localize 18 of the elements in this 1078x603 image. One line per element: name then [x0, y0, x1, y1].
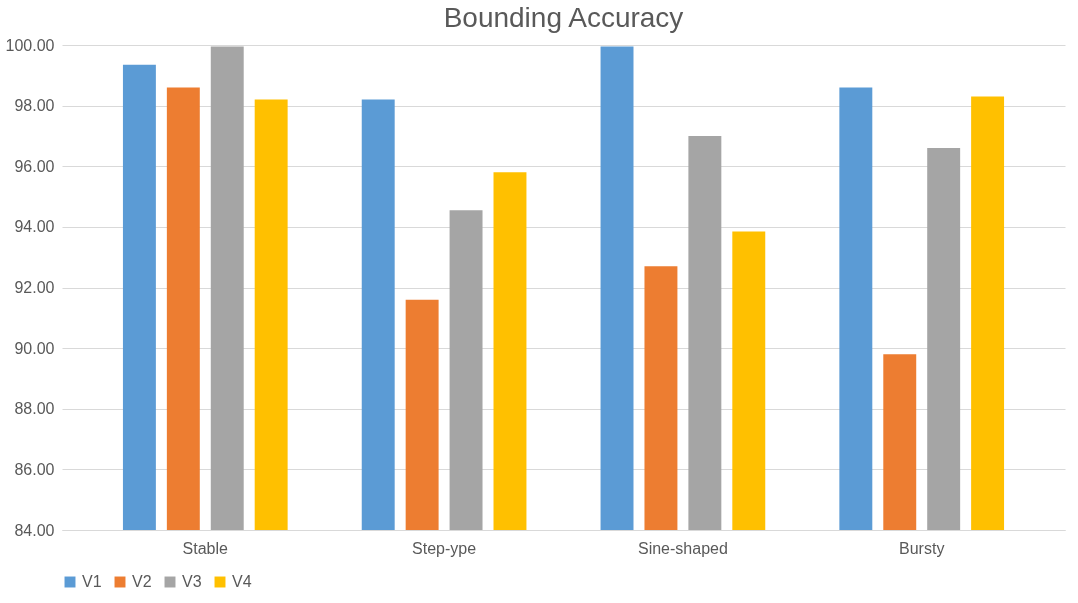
- y-tick-label: 98.00: [14, 97, 55, 115]
- y-tick-label: 88.00: [14, 400, 55, 418]
- legend-label: V2: [132, 573, 152, 590]
- legend-label: V3: [182, 573, 202, 590]
- y-tick-label: 86.00: [14, 460, 55, 478]
- y-tick-label: 92.00: [14, 279, 55, 296]
- y-tick-label: 90.00: [14, 339, 55, 357]
- x-tick-label: Bursty: [899, 539, 945, 557]
- chart-title: Bounding Accuracy: [443, 2, 684, 33]
- y-tick-label: 84.00: [14, 521, 55, 539]
- y-tick-label: 94.00: [14, 218, 55, 236]
- legend-label: V1: [82, 573, 102, 590]
- x-tick-label: Step-ype: [412, 539, 477, 557]
- legend-label: V4: [232, 573, 252, 590]
- x-tick-label: Stable: [182, 539, 229, 557]
- y-tick-label: 96.00: [14, 157, 55, 175]
- y-tick-label: 100.00: [5, 36, 55, 54]
- x-tick-label: Sine-shaped: [637, 539, 728, 557]
